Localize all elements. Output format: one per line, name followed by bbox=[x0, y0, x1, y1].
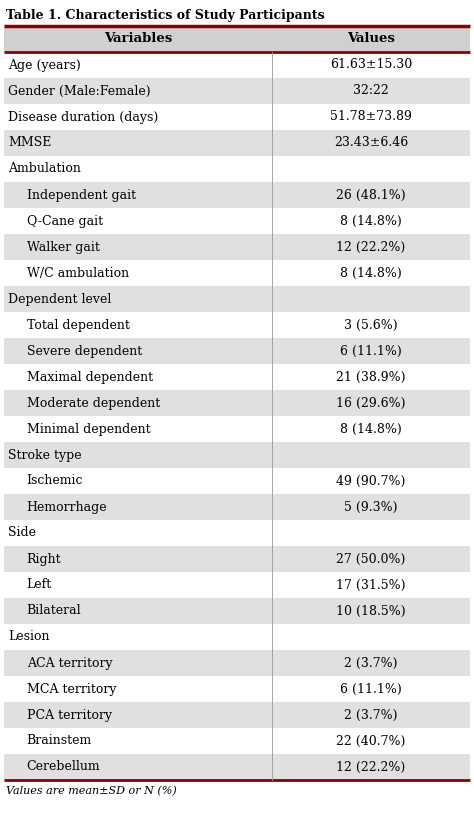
Bar bbox=[4, 520, 470, 546]
Text: ACA territory: ACA territory bbox=[27, 656, 112, 670]
Bar bbox=[4, 182, 470, 208]
Text: W/C ambulation: W/C ambulation bbox=[27, 267, 129, 279]
Bar bbox=[4, 312, 470, 338]
Bar bbox=[4, 104, 470, 130]
Text: 16 (29.6%): 16 (29.6%) bbox=[336, 396, 406, 410]
Bar bbox=[4, 468, 470, 494]
Text: Dependent level: Dependent level bbox=[8, 293, 111, 306]
Text: Values are mean±SD or N (%): Values are mean±SD or N (%) bbox=[6, 786, 177, 796]
Text: Ambulation: Ambulation bbox=[8, 163, 81, 175]
Bar bbox=[4, 728, 470, 754]
Bar bbox=[4, 676, 470, 702]
Text: 32:22: 32:22 bbox=[353, 85, 389, 97]
Text: 12 (22.2%): 12 (22.2%) bbox=[337, 760, 406, 774]
Bar bbox=[4, 572, 470, 598]
Text: 6 (11.1%): 6 (11.1%) bbox=[340, 682, 402, 696]
Bar bbox=[4, 624, 470, 650]
Bar bbox=[4, 702, 470, 728]
Text: MCA territory: MCA territory bbox=[27, 682, 116, 696]
Text: 10 (18.5%): 10 (18.5%) bbox=[336, 604, 406, 617]
Text: Age (years): Age (years) bbox=[8, 58, 81, 71]
Text: Total dependent: Total dependent bbox=[27, 318, 129, 332]
Text: Independent gait: Independent gait bbox=[27, 189, 136, 201]
Text: PCA territory: PCA territory bbox=[27, 709, 112, 721]
Bar bbox=[4, 338, 470, 364]
Text: Left: Left bbox=[27, 578, 52, 592]
Text: Cerebellum: Cerebellum bbox=[27, 760, 100, 774]
Text: MMSE: MMSE bbox=[8, 136, 51, 150]
Text: Brainstem: Brainstem bbox=[27, 735, 92, 748]
Text: 5 (9.3%): 5 (9.3%) bbox=[344, 500, 398, 514]
Text: Side: Side bbox=[8, 527, 36, 539]
Text: Right: Right bbox=[27, 553, 61, 566]
Text: Q-Cane gait: Q-Cane gait bbox=[27, 214, 103, 228]
Text: 8 (14.8%): 8 (14.8%) bbox=[340, 267, 402, 279]
Text: 22 (40.7%): 22 (40.7%) bbox=[336, 735, 406, 748]
Bar bbox=[4, 650, 470, 676]
Text: 2 (3.7%): 2 (3.7%) bbox=[344, 709, 398, 721]
Text: Walker gait: Walker gait bbox=[27, 240, 100, 253]
Text: 61.63±15.30: 61.63±15.30 bbox=[330, 58, 412, 71]
Bar bbox=[4, 598, 470, 624]
Text: 2 (3.7%): 2 (3.7%) bbox=[344, 656, 398, 670]
Bar bbox=[4, 494, 470, 520]
Bar bbox=[4, 286, 470, 312]
Text: Ischemic: Ischemic bbox=[27, 475, 83, 488]
Text: Minimal dependent: Minimal dependent bbox=[27, 422, 150, 435]
Bar bbox=[4, 754, 470, 780]
Text: 3 (5.6%): 3 (5.6%) bbox=[344, 318, 398, 332]
Text: 12 (22.2%): 12 (22.2%) bbox=[337, 240, 406, 253]
Text: Variables: Variables bbox=[104, 32, 172, 46]
Text: Disease duration (days): Disease duration (days) bbox=[8, 111, 158, 124]
Text: 27 (50.0%): 27 (50.0%) bbox=[336, 553, 406, 566]
Bar bbox=[4, 364, 470, 390]
Bar bbox=[4, 442, 470, 468]
Bar bbox=[4, 208, 470, 234]
Text: Moderate dependent: Moderate dependent bbox=[27, 396, 160, 410]
Text: 21 (38.9%): 21 (38.9%) bbox=[336, 371, 406, 383]
Text: 49 (90.7%): 49 (90.7%) bbox=[336, 475, 406, 488]
Text: Severe dependent: Severe dependent bbox=[27, 345, 142, 357]
Bar bbox=[4, 416, 470, 442]
Text: Lesion: Lesion bbox=[8, 631, 49, 643]
Text: Gender (Male:Female): Gender (Male:Female) bbox=[8, 85, 151, 97]
Bar bbox=[4, 546, 470, 572]
Bar bbox=[4, 234, 470, 260]
Bar bbox=[4, 156, 470, 182]
Text: Stroke type: Stroke type bbox=[8, 449, 82, 461]
Text: 8 (14.8%): 8 (14.8%) bbox=[340, 422, 402, 435]
Text: Values: Values bbox=[347, 32, 395, 46]
Bar bbox=[4, 26, 470, 52]
Text: 6 (11.1%): 6 (11.1%) bbox=[340, 345, 402, 357]
Text: 51.78±73.89: 51.78±73.89 bbox=[330, 111, 412, 124]
Bar bbox=[4, 52, 470, 78]
Bar bbox=[4, 130, 470, 156]
Text: Bilateral: Bilateral bbox=[27, 604, 81, 617]
Text: 8 (14.8%): 8 (14.8%) bbox=[340, 214, 402, 228]
Text: Hemorrhage: Hemorrhage bbox=[27, 500, 107, 514]
Text: Maximal dependent: Maximal dependent bbox=[27, 371, 153, 383]
Text: Table 1. Characteristics of Study Participants: Table 1. Characteristics of Study Partic… bbox=[6, 8, 325, 22]
Bar bbox=[4, 260, 470, 286]
Text: 17 (31.5%): 17 (31.5%) bbox=[336, 578, 406, 592]
Bar bbox=[4, 390, 470, 416]
Text: 23.43±6.46: 23.43±6.46 bbox=[334, 136, 408, 150]
Bar bbox=[4, 78, 470, 104]
Text: 26 (48.1%): 26 (48.1%) bbox=[336, 189, 406, 201]
